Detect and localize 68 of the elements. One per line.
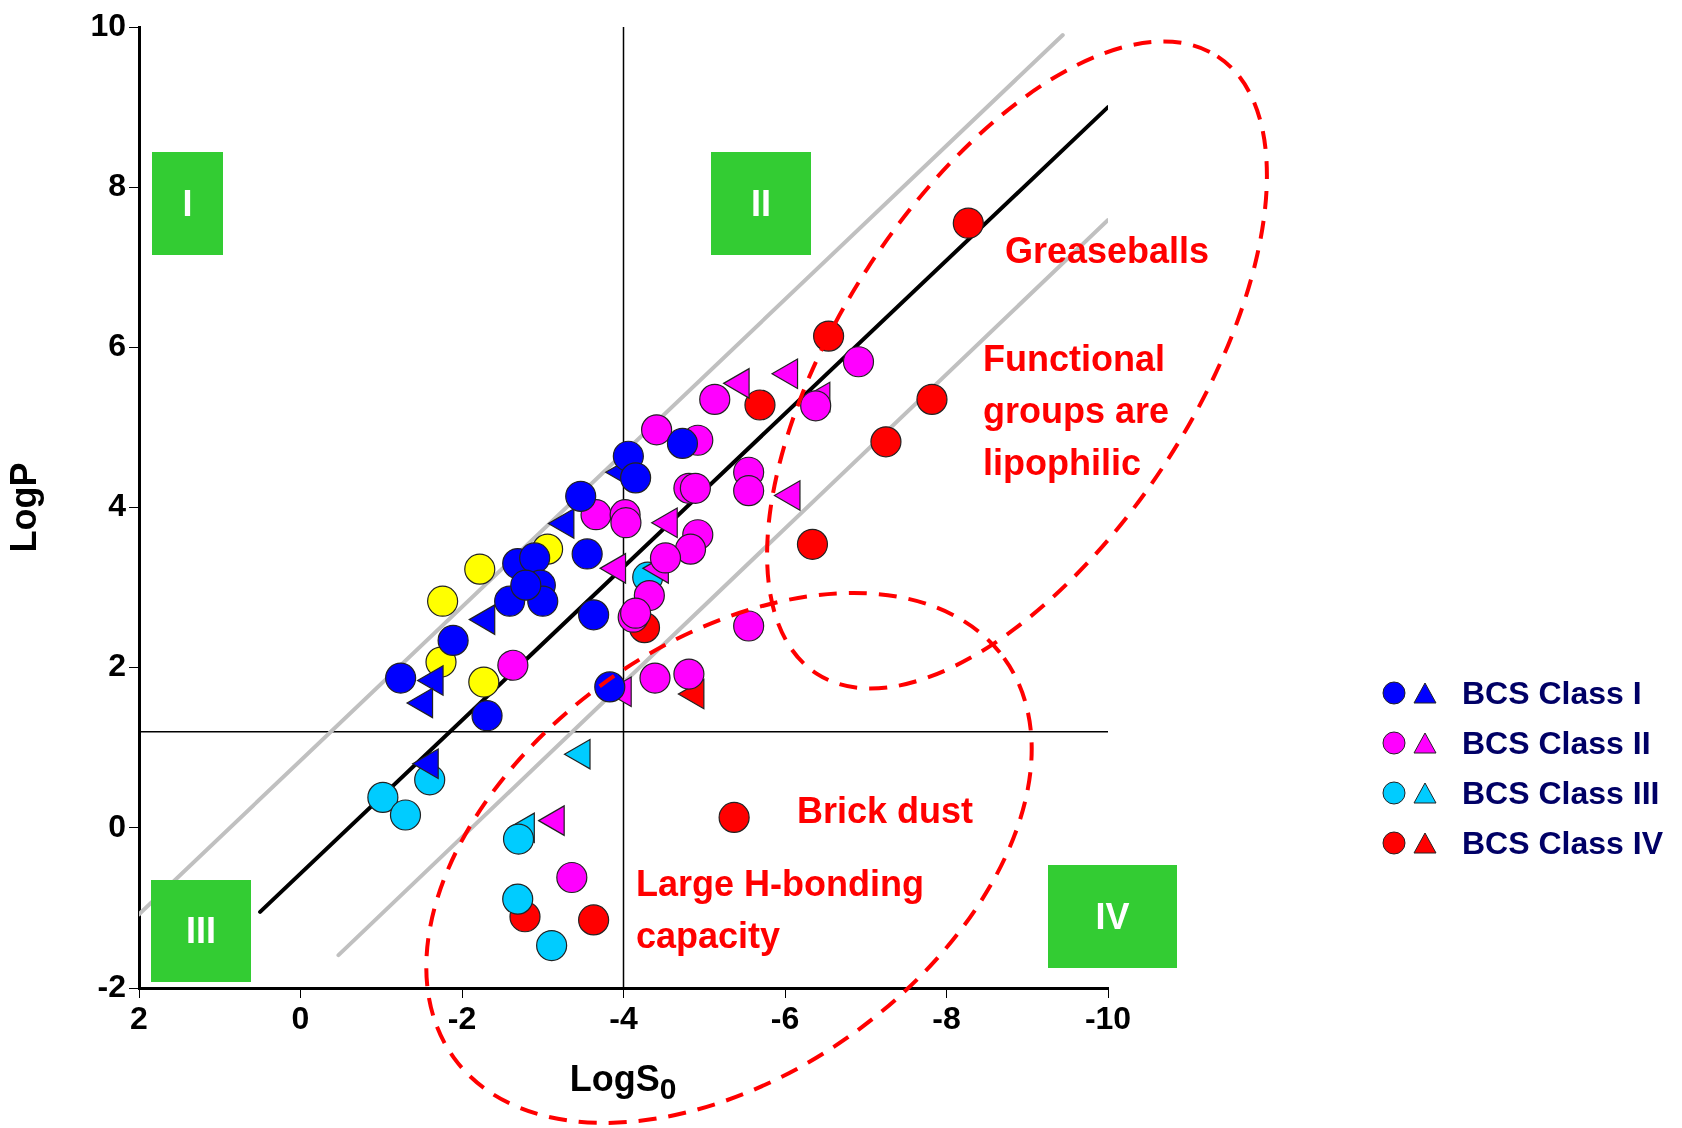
annotation: Greaseballs	[1005, 229, 1211, 273]
annotation: Brick dust	[797, 789, 975, 833]
x-axis-title: LogS$_{0}$	[568, 1058, 678, 1107]
legend-label: BCS Class III	[1462, 774, 1660, 812]
point	[679, 472, 711, 504]
point	[464, 553, 496, 585]
point	[610, 507, 642, 539]
y-tick-label: 10	[90, 6, 126, 43]
x-tick-label: -2	[447, 1000, 477, 1037]
point	[427, 585, 459, 617]
point	[571, 538, 603, 570]
point	[952, 207, 984, 239]
x-tick-label: -10	[1084, 1000, 1132, 1037]
y-tick-label: 8	[108, 166, 126, 203]
point	[870, 426, 902, 458]
y-tick-label: -2	[97, 967, 126, 1004]
point	[673, 658, 705, 690]
annotation: II	[711, 152, 811, 255]
annotation: I	[152, 152, 223, 255]
point	[916, 383, 948, 415]
point	[796, 528, 829, 560]
point	[565, 480, 597, 512]
annotation: III	[151, 880, 251, 982]
point	[649, 542, 682, 574]
y-tick-label: 4	[108, 487, 127, 524]
point	[367, 781, 399, 813]
point	[733, 610, 765, 642]
point	[578, 904, 610, 936]
point	[497, 649, 529, 681]
point	[718, 801, 750, 834]
point	[733, 475, 765, 507]
point	[502, 883, 534, 915]
point	[594, 671, 626, 703]
point	[471, 700, 503, 732]
point	[641, 414, 673, 446]
point	[437, 624, 469, 657]
point	[800, 390, 832, 422]
x-tick-label: -6	[770, 1000, 800, 1037]
point	[468, 666, 500, 698]
annotation: Functional groups are lipophilic	[983, 337, 1171, 486]
y-tick-label: 0	[108, 807, 126, 844]
point	[389, 799, 422, 831]
point	[813, 320, 845, 352]
point	[744, 389, 776, 421]
y-tick-label: 2	[108, 647, 126, 684]
legend-label: BCS Class II	[1462, 724, 1651, 762]
point	[674, 533, 707, 565]
point	[519, 542, 551, 574]
x-tick-label: -4	[609, 1000, 638, 1037]
x-tick-label: 0	[291, 1000, 310, 1037]
point	[666, 427, 699, 460]
point	[556, 861, 588, 894]
point	[639, 662, 671, 694]
point	[510, 569, 542, 601]
point	[842, 346, 875, 378]
point	[620, 462, 652, 494]
annotation: Large H-bonding capacity	[636, 862, 925, 959]
point	[536, 929, 568, 962]
point	[578, 599, 610, 631]
point	[385, 662, 417, 694]
y-tick-label: 6	[108, 327, 126, 364]
y-axis-title: LogP	[2, 462, 44, 553]
x-tick-label: -8	[932, 1000, 961, 1037]
legend-label: BCS Class IV	[1462, 824, 1663, 862]
point	[502, 823, 535, 855]
point	[699, 383, 731, 415]
annotation: IV	[1048, 865, 1177, 968]
legend-label: BCS Class I	[1462, 674, 1642, 712]
